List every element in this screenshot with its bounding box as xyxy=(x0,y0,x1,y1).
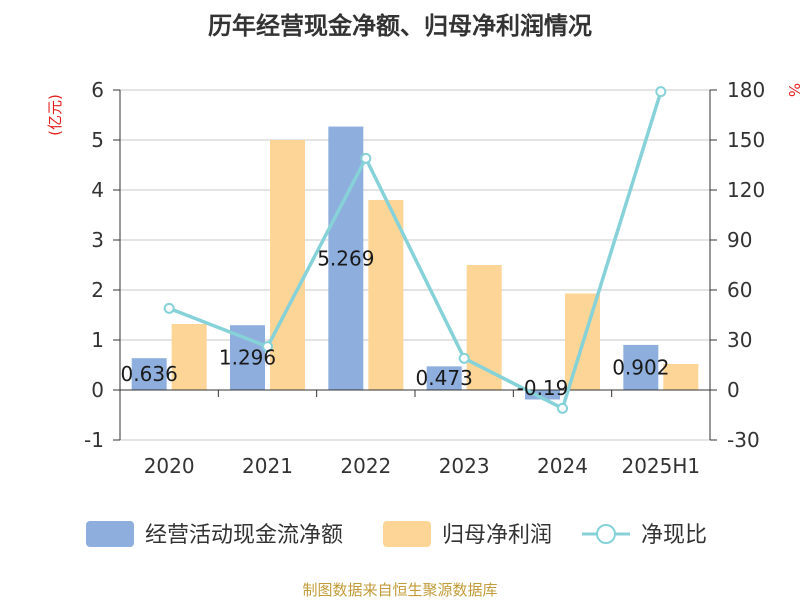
category-label: 2020 xyxy=(144,454,195,478)
ratio-point xyxy=(360,152,372,164)
cashflow-data-label: 0.902 xyxy=(612,355,669,379)
cashflow-bar xyxy=(525,390,560,400)
right-tick-label: 30 xyxy=(727,328,752,352)
ratio-line xyxy=(163,86,667,414)
legend: 经营活动现金流净额 归母净利润 净现比 xyxy=(86,521,707,548)
cashflow-data-label: 0.473 xyxy=(416,366,473,390)
category-label: 2024 xyxy=(537,454,588,478)
right-tick-label: 90 xyxy=(727,228,752,252)
right-tick-label: 180 xyxy=(727,78,765,102)
data-labels: 0.636 1.296 5.269 0.473 -0.19 0.902 xyxy=(121,246,670,400)
ratio-point xyxy=(655,86,667,98)
legend-label-profit: 归母净利润 xyxy=(442,523,552,548)
category-label: 2021 xyxy=(242,454,293,478)
left-tick-label: 4 xyxy=(91,178,104,202)
legend-swatch-ratio-marker xyxy=(596,524,616,544)
cashflow-data-label: -0.19 xyxy=(517,376,569,400)
axes xyxy=(113,89,717,441)
left-tick-label: 2 xyxy=(91,278,104,302)
chart-title: 历年经营现金净额、归母净利润情况 xyxy=(208,12,592,40)
source-note: 制图数据来自恒生聚源数据库 xyxy=(302,581,497,599)
category-label: 2022 xyxy=(340,454,391,478)
left-tick-label: -1 xyxy=(84,428,104,452)
cashflow-bar xyxy=(623,344,659,390)
left-tick-label: 5 xyxy=(91,128,104,152)
left-tick-label: 1 xyxy=(91,328,104,352)
cashflow-data-label: 1.296 xyxy=(219,346,276,370)
right-tick-label: 60 xyxy=(727,278,752,302)
net-profit-bar xyxy=(368,200,404,390)
left-tick-label: 6 xyxy=(91,78,104,102)
net-profit-bar xyxy=(663,364,699,390)
left-axis-unit: (亿元) xyxy=(46,94,64,136)
ratio-point xyxy=(557,402,568,414)
legend-label-ratio: 净现比 xyxy=(641,523,707,548)
net-profit-bar xyxy=(270,140,305,390)
right-tick-label: 150 xyxy=(727,128,765,152)
right-tick-label: 0 xyxy=(727,378,740,402)
cashflow-data-label: 5.269 xyxy=(317,246,374,270)
right-axis-unit: % xyxy=(785,83,800,97)
cashflow-bar xyxy=(131,358,167,390)
legend-swatch-cashflow xyxy=(86,521,134,547)
category-label: 2023 xyxy=(439,454,490,478)
ratio-point xyxy=(458,352,470,364)
category-label: 2025H1 xyxy=(621,454,700,478)
tick-labels: -1 0 1 2 3 4 5 6 -30 0 30 60 90 120 150 180 2020 2021 2022… xyxy=(84,78,765,478)
net-profit-bar xyxy=(171,324,207,390)
ratio-point xyxy=(262,341,273,353)
left-tick-label: 0 xyxy=(91,378,104,402)
ratio-line-path xyxy=(168,91,663,411)
cashflow-bar xyxy=(328,126,364,391)
legend-swatch-profit xyxy=(383,521,431,547)
cashflow-bar xyxy=(426,366,462,390)
right-tick-label: 120 xyxy=(727,178,765,202)
left-tick-label: 3 xyxy=(91,228,104,252)
ratio-point xyxy=(163,302,175,314)
right-tick-label: -30 xyxy=(727,428,760,452)
cashflow-data-label: 0.636 xyxy=(121,362,178,386)
legend-label-cashflow: 经营活动现金流净额 xyxy=(145,523,343,548)
